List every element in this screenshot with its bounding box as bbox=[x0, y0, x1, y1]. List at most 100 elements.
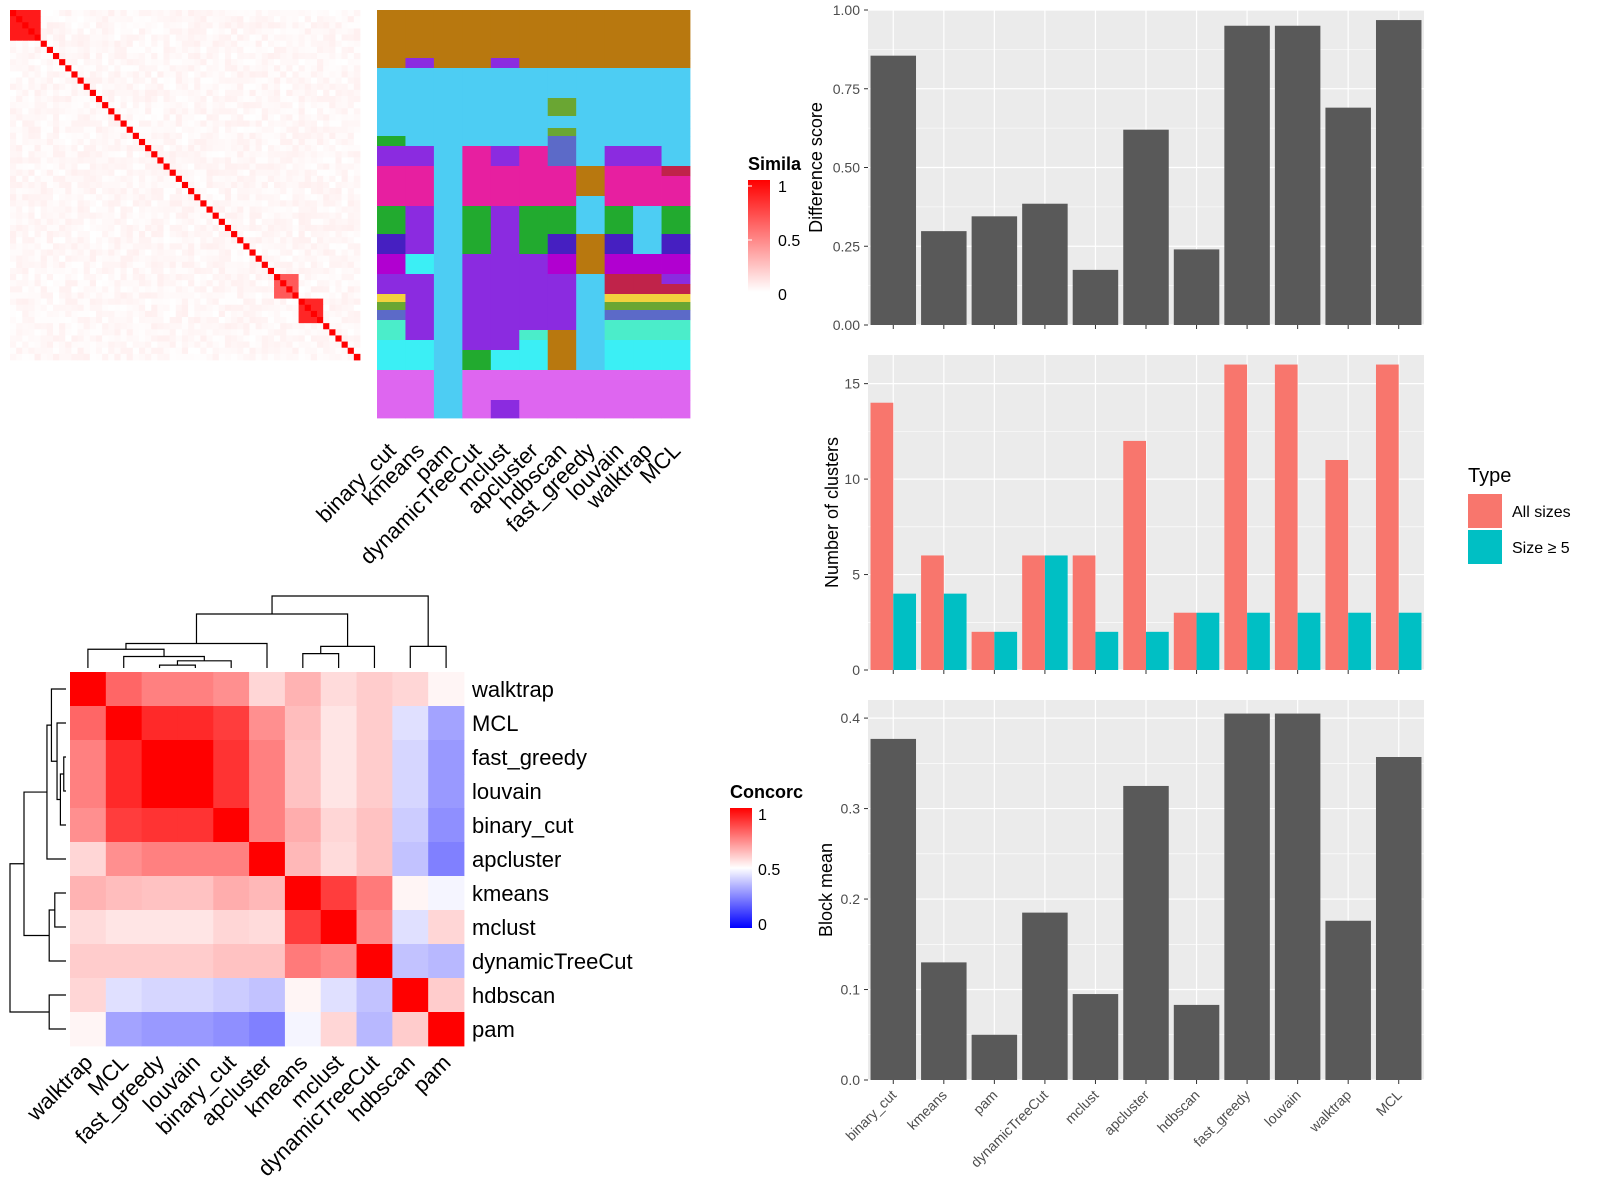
similarity-cell bbox=[347, 102, 355, 109]
assignment-cell bbox=[576, 400, 606, 419]
similarity-cell bbox=[46, 304, 54, 312]
similarity-cell bbox=[22, 120, 29, 128]
similarity-cell bbox=[95, 267, 103, 275]
similarity-cell bbox=[341, 65, 349, 72]
similarity-cell bbox=[40, 59, 48, 66]
similarity-cell bbox=[151, 194, 158, 201]
similarity-cell bbox=[102, 46, 109, 54]
similarity-cell bbox=[292, 138, 299, 146]
assignment-cell bbox=[405, 274, 435, 285]
similarity-cell bbox=[249, 188, 257, 195]
similarity-cell bbox=[194, 323, 201, 330]
similarity-cell bbox=[200, 304, 207, 312]
assignment-cell bbox=[377, 350, 406, 371]
similarity-cell bbox=[65, 280, 72, 287]
similarity-cell bbox=[175, 157, 183, 164]
similarity-cell bbox=[347, 304, 355, 312]
similarity-cell bbox=[243, 317, 250, 324]
similarity-cell bbox=[218, 102, 226, 109]
similarity-cell bbox=[255, 28, 263, 35]
similarity-cell bbox=[329, 261, 336, 269]
similarity-cell bbox=[267, 188, 275, 195]
similarity-cell bbox=[89, 188, 97, 195]
similarity-cell bbox=[194, 286, 201, 293]
similarity-cell bbox=[317, 231, 324, 238]
similarity-cell bbox=[206, 237, 214, 244]
similarity-cell bbox=[71, 10, 78, 17]
similarity-cell bbox=[280, 181, 287, 189]
similarity-cell bbox=[304, 206, 312, 214]
similarity-cell bbox=[261, 261, 269, 269]
similarity-cell bbox=[286, 353, 293, 361]
assignment-cell bbox=[462, 234, 492, 245]
similarity-cell bbox=[249, 286, 257, 293]
similarity-cell bbox=[157, 274, 164, 281]
similarity-cell bbox=[298, 22, 306, 29]
similarity-cell bbox=[132, 329, 140, 336]
similarity-cell bbox=[292, 200, 299, 207]
similarity-cell bbox=[77, 10, 85, 17]
similarity-cell bbox=[83, 22, 91, 29]
assignment-cell bbox=[633, 58, 662, 69]
similarity-cell bbox=[286, 89, 293, 97]
similarity-cell bbox=[231, 317, 238, 324]
similarity-cell bbox=[286, 255, 293, 263]
assignment-cell bbox=[661, 302, 691, 311]
concordance-cell bbox=[284, 876, 322, 911]
similarity-cell bbox=[218, 298, 226, 306]
assignment-cell bbox=[604, 226, 634, 235]
bar bbox=[921, 555, 944, 670]
similarity-cell bbox=[212, 298, 220, 306]
similarity-cell bbox=[16, 304, 23, 312]
similarity-cell bbox=[40, 224, 48, 232]
x-tick-label: mclust bbox=[1062, 1087, 1102, 1127]
similarity-cell bbox=[310, 200, 318, 207]
similarity-cell bbox=[249, 353, 257, 361]
similarity-cell bbox=[218, 46, 226, 54]
bar bbox=[1325, 920, 1371, 1080]
similarity-cell bbox=[249, 231, 257, 238]
bar bbox=[1247, 612, 1270, 670]
similarity-cell bbox=[298, 71, 306, 78]
assignment-cell bbox=[661, 284, 691, 295]
similarity-cell bbox=[10, 145, 17, 152]
similarity-cell bbox=[243, 126, 250, 134]
similarity-cell bbox=[212, 89, 220, 97]
similarity-cell bbox=[114, 151, 121, 158]
similarity-cell bbox=[89, 120, 97, 128]
similarity-cell bbox=[46, 89, 54, 97]
similarity-cell bbox=[59, 317, 66, 324]
similarity-cell bbox=[120, 317, 128, 324]
similarity-cell bbox=[353, 255, 361, 263]
similarity-cell bbox=[274, 71, 281, 78]
concordance-cell bbox=[105, 740, 143, 775]
similarity-cell bbox=[237, 89, 244, 97]
similarity-cell bbox=[188, 243, 195, 250]
similarity-cell bbox=[286, 237, 293, 244]
similarity-cell bbox=[218, 181, 226, 189]
similarity-cell bbox=[138, 261, 146, 269]
similarity-cell bbox=[212, 77, 220, 85]
similarity-cell bbox=[71, 126, 78, 134]
similarity-cell bbox=[181, 200, 189, 207]
similarity-cell bbox=[353, 347, 361, 355]
concordance-cell bbox=[177, 842, 214, 877]
similarity-cell bbox=[237, 310, 244, 318]
similarity-cell bbox=[77, 151, 85, 158]
similarity-cell bbox=[52, 292, 60, 299]
similarity-cell bbox=[22, 310, 29, 318]
bar bbox=[1375, 364, 1399, 670]
assignment-cell bbox=[633, 284, 662, 295]
assignment-cell bbox=[633, 302, 662, 311]
similarity-cell bbox=[65, 335, 72, 342]
similarity-cell bbox=[249, 120, 257, 128]
similarity-cell bbox=[65, 163, 72, 171]
similarity-cell bbox=[231, 292, 238, 299]
similarity-cell bbox=[286, 286, 293, 293]
similarity-cell bbox=[353, 280, 361, 287]
similarity-cell bbox=[243, 175, 250, 183]
similarity-cell bbox=[249, 163, 257, 171]
similarity-cell bbox=[261, 16, 269, 23]
similarity-cell bbox=[304, 77, 312, 85]
similarity-cell bbox=[175, 138, 183, 146]
